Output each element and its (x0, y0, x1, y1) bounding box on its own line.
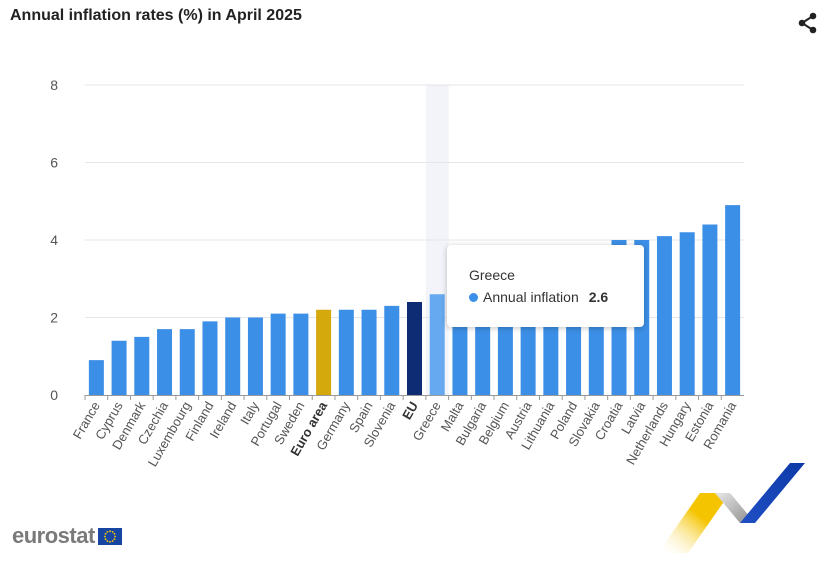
chart-title: Annual inflation rates (%) in April 2025 (10, 7, 302, 24)
bar-portugal[interactable] (270, 313, 286, 395)
x-tick-label: EU (399, 399, 421, 422)
y-tick-label: 0 (50, 387, 58, 403)
eurostat-logo: eurostat (12, 523, 122, 549)
eu-flag-icon (97, 527, 122, 545)
bar-netherlands[interactable] (656, 236, 672, 395)
bar-spain[interactable] (361, 309, 377, 395)
bar-germany[interactable] (338, 309, 354, 395)
tooltip: Greece Annual inflation 2.6 (447, 245, 644, 327)
tooltip-series-label: Annual inflation (483, 289, 579, 305)
share-icon[interactable] (797, 12, 819, 34)
bar-finland[interactable] (202, 321, 218, 395)
y-tick-label: 8 (50, 77, 58, 93)
bar-greece[interactable] (429, 294, 445, 395)
bar-czechia[interactable] (157, 329, 173, 395)
tooltip-value: 2.6 (588, 289, 609, 305)
y-tick-label: 6 (50, 155, 58, 171)
bar-cyprus[interactable] (111, 340, 127, 395)
bar-france[interactable] (88, 360, 104, 395)
y-tick-label: 2 (50, 310, 58, 326)
bar-luxembourg[interactable] (179, 329, 195, 395)
bar-slovenia[interactable] (384, 305, 400, 395)
tooltip-row: Annual inflation 2.6 (469, 289, 608, 305)
bar-estonia[interactable] (702, 224, 718, 396)
bar-eu[interactable] (407, 302, 422, 395)
bar-italy[interactable] (247, 317, 263, 396)
tooltip-country: Greece (469, 267, 515, 283)
y-tick-label: 4 (50, 232, 58, 248)
bar-denmark[interactable] (134, 336, 150, 395)
bar-ireland[interactable] (225, 317, 241, 396)
bar-romania[interactable] (725, 205, 741, 395)
logo-text: eurostat (12, 523, 95, 548)
bar-hungary[interactable] (679, 232, 695, 395)
bar-euro-area[interactable] (316, 309, 332, 395)
bar-sweden[interactable] (293, 313, 309, 395)
decorative-chevron-graphic (658, 463, 805, 553)
tooltip-series-dot (469, 292, 478, 302)
